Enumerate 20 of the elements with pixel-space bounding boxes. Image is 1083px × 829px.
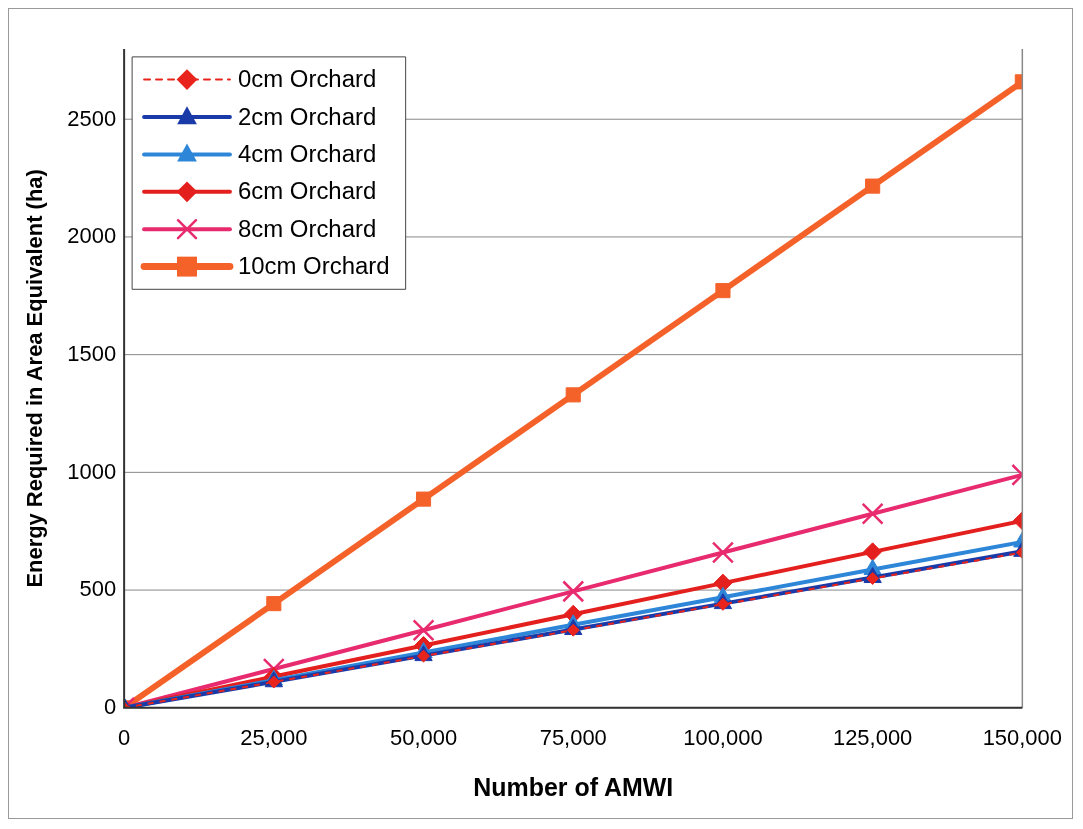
x-axis-title: Number of AMWI xyxy=(473,772,674,801)
y-tick-label: 1500 xyxy=(67,340,117,366)
legend-label: 6cm Orchard xyxy=(237,177,377,205)
y-tick-label: 0 xyxy=(103,693,117,719)
x-tick-label: 25,000 xyxy=(240,725,308,751)
legend-label: 8cm Orchard xyxy=(237,214,377,242)
y-axis-title: Energy Required in Area Equivalent (ha) xyxy=(22,169,48,588)
y-tick-label: 2000 xyxy=(67,223,117,249)
x-tick-label: 50,000 xyxy=(389,725,458,751)
x-tick-label: 125,000 xyxy=(832,725,913,751)
y-tick-label: 2500 xyxy=(67,105,117,131)
x-tick-label: 150,000 xyxy=(982,725,1062,751)
legend-label: 4cm Orchard xyxy=(237,140,377,167)
legend-label: 10cm Orchard xyxy=(237,252,390,280)
x-tick-label: 100,000 xyxy=(683,725,763,751)
y-tick-label: 500 xyxy=(79,576,117,602)
x-tick-label: 75,000 xyxy=(539,725,607,751)
legend-label: 2cm Orchard xyxy=(237,102,377,130)
legend-label: 0cm Orchard xyxy=(237,65,377,93)
y-tick-label: 1000 xyxy=(67,458,117,484)
